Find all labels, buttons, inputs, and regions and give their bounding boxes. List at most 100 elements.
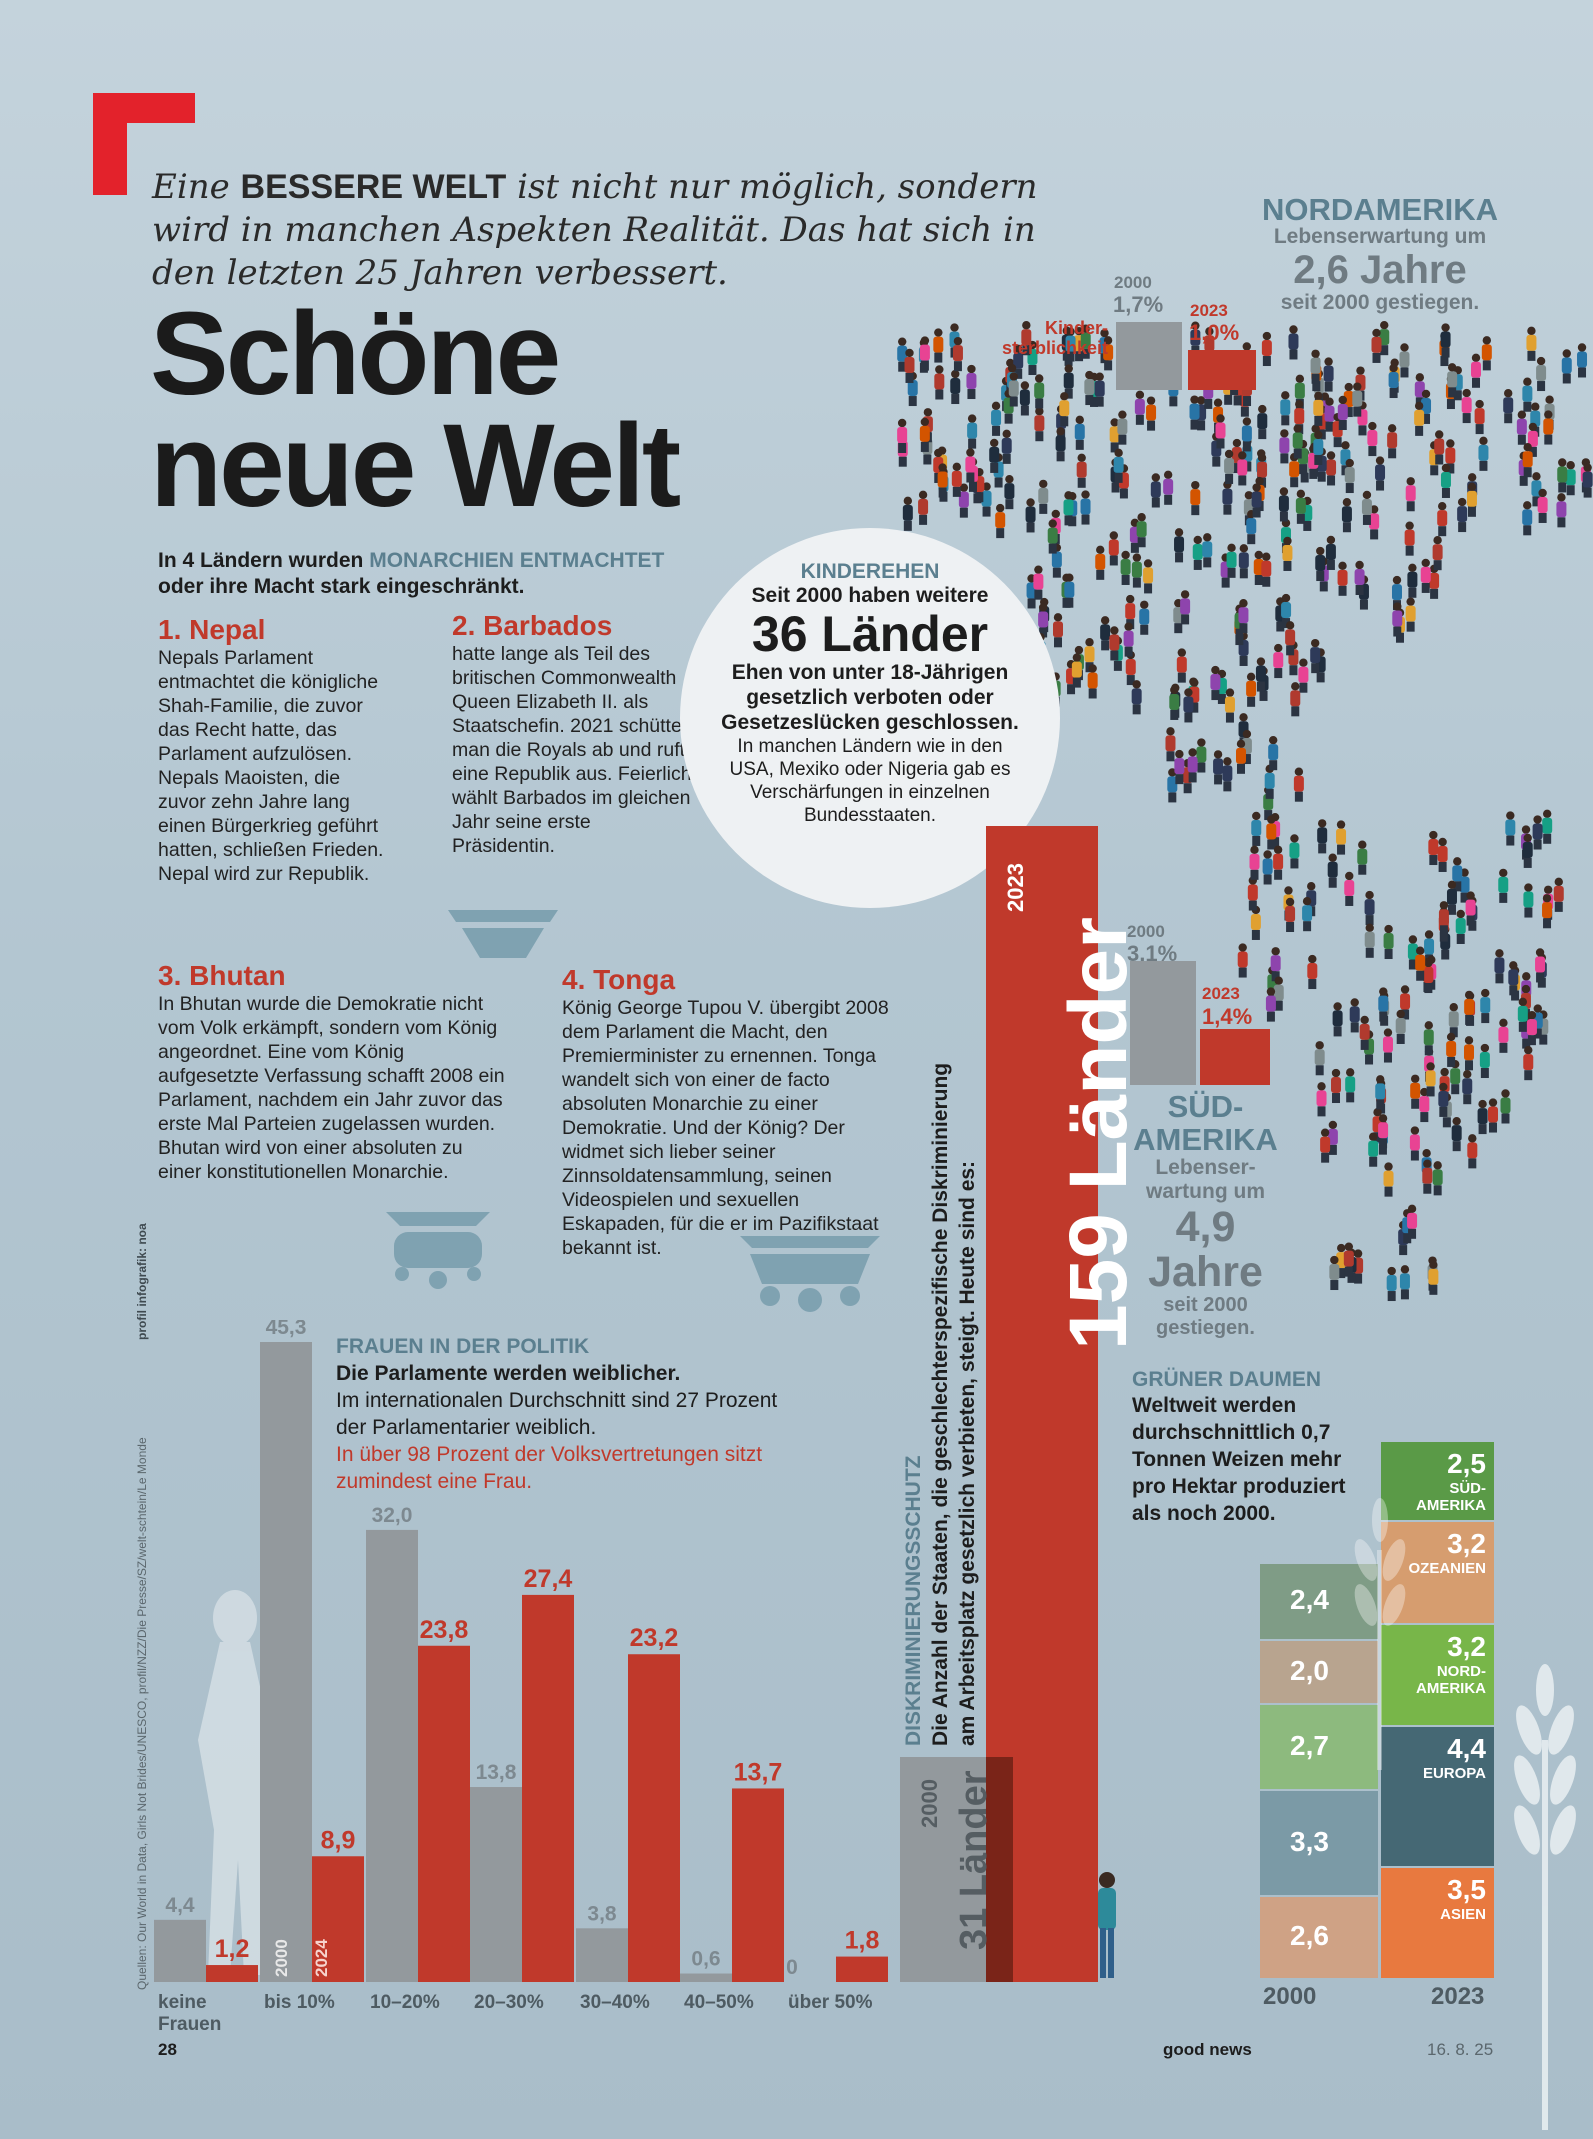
- person-body: [1407, 1212, 1418, 1229]
- person-legs: [1311, 373, 1320, 384]
- person-head: [1380, 320, 1389, 330]
- person-head: [1242, 729, 1252, 739]
- person-body: [981, 490, 992, 507]
- person-legs: [1558, 482, 1567, 493]
- person-head: [1415, 373, 1425, 382]
- person-legs: [1509, 985, 1518, 996]
- person-legs: [1274, 668, 1283, 679]
- section-name: good news: [1163, 2040, 1252, 2059]
- person-legs: [1203, 557, 1212, 568]
- person-head: [1166, 727, 1175, 736]
- person-head: [991, 401, 1001, 411]
- person-body: [1224, 457, 1235, 474]
- person-legs: [1439, 931, 1448, 942]
- person-head: [934, 328, 943, 337]
- person-body: [1382, 1036, 1393, 1053]
- person-head: [1103, 336, 1113, 345]
- person-head: [1523, 501, 1532, 510]
- person-head: [1072, 653, 1082, 662]
- person-head: [995, 503, 1005, 513]
- person-head: [1315, 1041, 1324, 1050]
- person-head: [1100, 328, 1109, 338]
- person-body: [1281, 602, 1292, 619]
- person-body: [1498, 876, 1509, 893]
- person-legs: [1014, 368, 1023, 379]
- person-body: [1310, 647, 1321, 664]
- person-legs: [1376, 1099, 1385, 1110]
- person-legs: [951, 394, 960, 405]
- person-head: [1438, 501, 1447, 511]
- monarchien-intro: In 4 Ländern wurden MONARCHIEN ENTMACHTE…: [158, 549, 665, 598]
- person-body: [1021, 329, 1032, 346]
- person-head: [1446, 439, 1455, 448]
- person-body: [1523, 891, 1534, 908]
- person-head: [1577, 343, 1587, 352]
- person-legs: [1280, 453, 1289, 464]
- suedamerika-box: SÜD- AMERIKA Lebenser- wartung um 4,9 Ja…: [1133, 1089, 1278, 1339]
- person-body: [1494, 957, 1505, 974]
- person-head: [1384, 1162, 1393, 1171]
- person-legs: [1395, 632, 1404, 643]
- person-legs: [1262, 356, 1271, 367]
- person-body: [1542, 817, 1553, 834]
- person-head: [1369, 505, 1379, 514]
- person-head: [1353, 382, 1362, 391]
- person-legs: [1184, 712, 1193, 723]
- person-legs: [1101, 640, 1110, 651]
- person-head: [1314, 430, 1323, 440]
- label-2000-5: 0,6: [691, 1948, 720, 1971]
- person-legs: [920, 360, 929, 371]
- label-2024-5: 13,7: [734, 1758, 783, 1786]
- person-head: [1344, 1242, 1354, 1251]
- person-legs: [1333, 437, 1342, 448]
- person-legs: [1289, 349, 1298, 360]
- person-legs: [1439, 1106, 1448, 1117]
- person-head: [1566, 461, 1575, 470]
- person-legs: [1247, 696, 1256, 707]
- person-head: [1482, 336, 1492, 345]
- wheat-cell-2023-1: 3,2 OZEANIEN: [1381, 1522, 1494, 1623]
- person-body: [1479, 1052, 1490, 1069]
- person-body: [1294, 382, 1305, 399]
- person-legs: [1424, 983, 1433, 994]
- person-legs: [1399, 1245, 1408, 1256]
- person-head: [1151, 473, 1161, 482]
- person-legs: [1332, 1093, 1341, 1104]
- person-legs: [1479, 460, 1488, 471]
- person-body: [1034, 382, 1045, 399]
- person-body: [951, 470, 962, 487]
- person-legs: [1311, 663, 1320, 674]
- person-legs: [1337, 844, 1346, 855]
- person-legs: [1360, 1039, 1369, 1050]
- wheat-cell-2023-4: 3,5 ASIEN: [1381, 1867, 1494, 1978]
- person-legs: [1081, 514, 1090, 525]
- person-head: [1197, 738, 1206, 747]
- person-body: [1280, 399, 1291, 416]
- person-head: [1504, 389, 1513, 398]
- person-head: [1544, 410, 1553, 419]
- person-body: [1257, 461, 1268, 478]
- person-body: [1150, 481, 1161, 498]
- person-legs: [1290, 477, 1299, 488]
- person-legs: [1447, 1056, 1456, 1067]
- person-legs: [1140, 624, 1149, 635]
- person-head: [1387, 424, 1397, 433]
- person-body: [1536, 365, 1547, 382]
- person-head: [1460, 868, 1469, 877]
- person-body: [1432, 1169, 1443, 1186]
- person-head: [1307, 882, 1316, 891]
- label-2000-2: 32,0: [372, 1504, 413, 1527]
- person-body: [1404, 529, 1415, 546]
- person-body: [1329, 1264, 1340, 1281]
- person-legs: [1239, 568, 1248, 579]
- credit-note: profil infografik: noa: [135, 1223, 149, 1340]
- frauen-text: FRAUEN IN DER POLITIK Die Parlamente wer…: [336, 1335, 778, 1493]
- person-figure-icon: [1098, 1872, 1116, 1978]
- person-head: [1528, 422, 1538, 432]
- person-body: [1400, 993, 1411, 1010]
- person-legs: [1467, 506, 1476, 517]
- person-legs: [1164, 494, 1173, 505]
- person-legs: [1537, 977, 1546, 988]
- person-head: [1262, 331, 1272, 341]
- person-body: [1464, 998, 1475, 1015]
